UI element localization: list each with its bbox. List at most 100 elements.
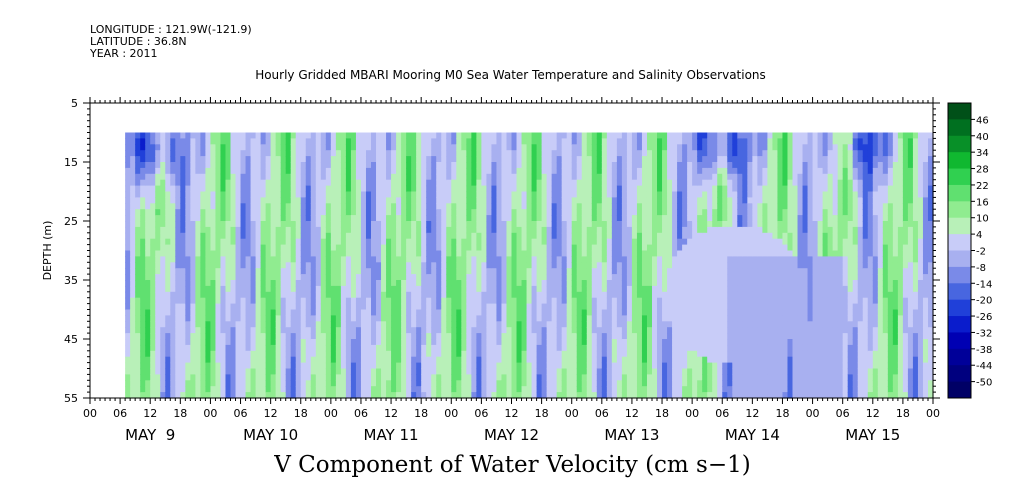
heatmap-cell	[396, 179, 402, 187]
heatmap-cell	[225, 356, 232, 364]
heatmap-cell	[265, 303, 272, 311]
heatmap-cell	[376, 368, 382, 375]
heatmap-cell	[305, 315, 312, 322]
heatmap-cell	[195, 268, 201, 275]
heatmap-cell	[511, 191, 518, 198]
heatmap-cell	[421, 209, 427, 216]
heatmap-cell	[436, 191, 442, 198]
heatmap-cell	[265, 262, 272, 269]
heatmap-cell	[636, 185, 643, 193]
heatmap-cell	[471, 256, 477, 263]
heatmap-cell	[160, 238, 166, 246]
heatmap-cell	[265, 386, 272, 393]
heatmap-cell	[526, 221, 533, 228]
heatmap-cell	[190, 179, 196, 187]
heatmap-cell	[481, 321, 488, 328]
heatmap-cell	[466, 250, 472, 257]
heatmap-cell	[145, 185, 151, 193]
heatmap-cell	[571, 221, 578, 228]
heatmap-cell	[265, 256, 272, 263]
heatmap-cell	[365, 256, 372, 263]
heatmap-cell	[401, 268, 407, 275]
heatmap-cell	[125, 197, 131, 204]
heatmap-cell	[340, 191, 347, 198]
heatmap-cell	[456, 356, 462, 364]
heatmap-cell	[355, 309, 362, 316]
heatmap-cell	[541, 356, 548, 364]
heatmap-cell	[250, 215, 257, 222]
heatmap-cell	[325, 327, 332, 334]
heatmap-cell	[185, 339, 191, 346]
heatmap-cell	[596, 280, 603, 287]
heatmap-cell	[235, 226, 242, 234]
heatmap-cell	[365, 339, 372, 346]
heatmap-cell	[611, 238, 618, 246]
heatmap-cell	[521, 268, 528, 275]
heatmap-cell	[220, 232, 227, 240]
heatmap-cell	[350, 238, 357, 246]
heatmap-cell	[310, 368, 317, 375]
heatmap-cell	[451, 209, 457, 216]
heatmap-cell	[466, 197, 472, 204]
heatmap-cell	[215, 185, 222, 193]
heatmap-cell	[596, 321, 603, 328]
heatmap-cell	[652, 356, 658, 364]
heatmap-cell	[391, 179, 397, 187]
heatmap-cell	[396, 321, 402, 328]
heatmap-cell	[426, 339, 432, 346]
heatmap-cell	[652, 321, 658, 328]
heatmap-cell	[225, 333, 232, 340]
heatmap-cell	[275, 280, 282, 287]
heatmap-cell	[320, 167, 327, 175]
heatmap-cell	[646, 280, 653, 287]
heatmap-cell	[491, 380, 498, 387]
heatmap-cell	[621, 386, 628, 393]
heatmap-cell	[391, 386, 397, 393]
heatmap-cell	[641, 256, 648, 263]
heatmap-cell	[190, 280, 196, 287]
heatmap-cell	[411, 191, 417, 198]
heatmap-cell	[376, 185, 382, 193]
heatmap-cell	[225, 215, 232, 222]
heatmap-cell	[200, 191, 207, 198]
heatmap-cell	[461, 209, 467, 216]
heatmap-cell	[155, 362, 161, 370]
heatmap-cell	[506, 244, 513, 252]
heatmap-cell	[466, 191, 472, 198]
heatmap-cell	[145, 303, 151, 311]
heatmap-cell	[130, 315, 136, 322]
heatmap-cell	[305, 162, 312, 169]
heatmap-cell	[335, 215, 342, 222]
heatmap-cell	[300, 285, 307, 293]
heatmap-cell	[566, 209, 573, 216]
heatmap-cell	[526, 132, 533, 139]
heatmap-cell	[280, 327, 287, 334]
heatmap-cell	[371, 297, 377, 305]
heatmap-cell	[456, 386, 462, 393]
heatmap-cell	[521, 327, 528, 334]
heatmap-cell	[340, 327, 347, 334]
heatmap-cell	[190, 297, 196, 305]
heatmap-cell	[471, 197, 477, 204]
heatmap-cell	[345, 232, 352, 240]
heatmap-cell	[240, 238, 247, 246]
heatmap-cell	[240, 309, 247, 316]
heatmap-cell	[466, 327, 472, 334]
heatmap-cell	[611, 321, 618, 328]
heatmap-cell	[371, 386, 377, 393]
heatmap-cell	[667, 244, 673, 252]
heatmap-cell	[125, 268, 131, 275]
heatmap-cell	[205, 197, 212, 204]
heatmap-cell	[556, 268, 563, 275]
heatmap-cell	[476, 303, 482, 311]
heatmap-cell	[456, 173, 462, 181]
heatmap-cell	[667, 238, 673, 246]
heatmap-cell	[601, 356, 608, 364]
heatmap-cell	[155, 297, 161, 305]
heatmap-cell	[561, 291, 568, 299]
heatmap-cell	[265, 368, 272, 375]
heatmap-cell	[175, 167, 181, 175]
heatmap-cell	[150, 232, 156, 240]
heatmap-cell	[657, 132, 663, 139]
heatmap-cell	[215, 226, 222, 234]
